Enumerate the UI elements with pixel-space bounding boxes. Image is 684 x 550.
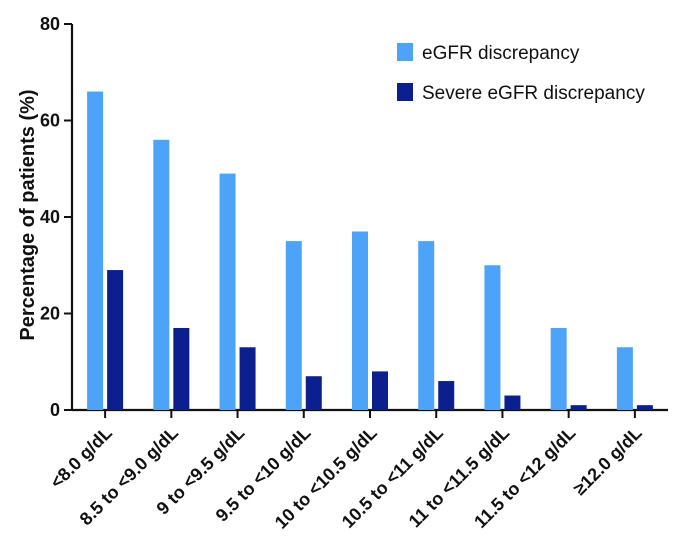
legend: eGFR discrepancy Severe eGFR discrepancy xyxy=(397,43,645,104)
bar-egfr-discrepancy-11-5-to-lt-12-g-dl xyxy=(550,327,567,410)
bar-egfr-discrepancy-lt-8-0-g-dl xyxy=(87,91,104,411)
bar-severe-egfr-discrepancy-lt-8-0-g-dl xyxy=(107,270,124,410)
bar-severe-egfr-discrepancy-gte-12-0-g-dl xyxy=(636,405,653,410)
y-tick-label-0: 0 xyxy=(50,400,60,420)
bar-egfr-discrepancy-10-to-lt-10-5-g-dl xyxy=(352,231,368,410)
y-tick-label-80: 80 xyxy=(40,14,60,34)
bar-severe-egfr-discrepancy-10-to-lt-10-5-g-dl xyxy=(372,371,388,410)
bar-severe-egfr-discrepancy-10-5-to-lt-11-g-dl xyxy=(438,381,455,410)
legend-swatch-severe-egfr-discrepancy xyxy=(397,83,413,101)
legend-label-severe-egfr-discrepancy: Severe eGFR discrepancy xyxy=(422,83,645,104)
bar-egfr-discrepancy-8-5-to-lt-9-0-g-dl xyxy=(153,139,170,411)
y-axis-label: Percentage of patients (%) xyxy=(17,89,39,340)
bar-egfr-discrepancy-10-5-to-lt-11-g-dl xyxy=(418,241,435,410)
bar-egfr-discrepancy-9-5-to-lt-10-g-dl xyxy=(285,241,302,410)
y-tick-label-20: 20 xyxy=(40,304,60,324)
axes-layer xyxy=(64,23,668,418)
bar-egfr-discrepancy-gte-12-0-g-dl xyxy=(616,347,633,410)
legend-swatch-egfr-discrepancy xyxy=(397,43,413,61)
bar-severe-egfr-discrepancy-11-5-to-lt-12-g-dl xyxy=(570,405,587,410)
bar-egfr-discrepancy-11-to-lt-11-5-g-dl xyxy=(484,265,501,410)
bar-egfr-discrepancy-9-to-lt-9-5-g-dl xyxy=(219,173,236,410)
bar-severe-egfr-discrepancy-9-5-to-lt-10-g-dl xyxy=(305,376,322,410)
legend-label-egfr-discrepancy: eGFR discrepancy xyxy=(422,43,580,64)
bars-layer xyxy=(87,91,653,411)
bar-severe-egfr-discrepancy-11-to-lt-11-5-g-dl xyxy=(504,395,521,410)
bar-severe-egfr-discrepancy-9-to-lt-9-5-g-dl xyxy=(239,347,256,410)
x-tick-label-lt-8-0-g-dl: <8.0 g/dL xyxy=(46,423,116,493)
bar-severe-egfr-discrepancy-8-5-to-lt-9-0-g-dl xyxy=(173,327,190,410)
y-tick-label-60: 60 xyxy=(40,111,60,131)
x-tick-label-gte-12-0-g-dl: ≥12.0 g/dL xyxy=(569,423,645,499)
y-tick-label-40: 40 xyxy=(40,207,60,227)
